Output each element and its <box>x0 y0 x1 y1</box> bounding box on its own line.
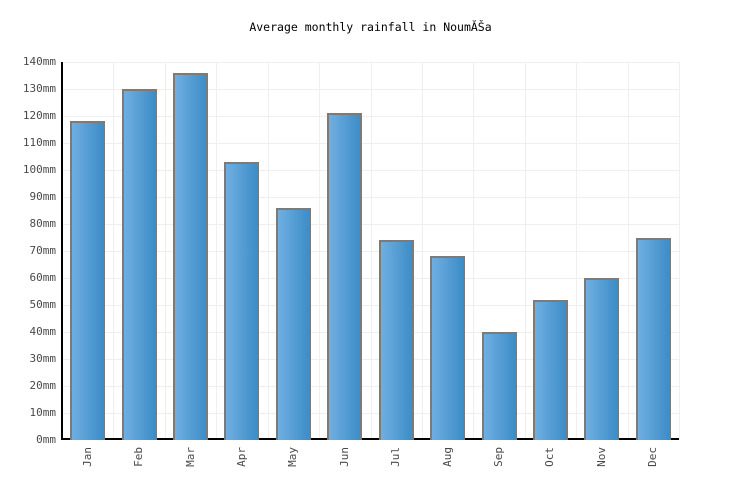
y-axis-tick-label: 70mm <box>29 244 57 257</box>
y-axis-line <box>61 62 63 440</box>
y-axis-tick-label: 100mm <box>22 163 56 176</box>
y-axis-tick-label: 40mm <box>29 325 57 338</box>
y-axis-tick-label: 110mm <box>22 136 56 149</box>
bar-aug[interactable] <box>430 256 466 440</box>
gridline-vertical <box>267 62 269 440</box>
bar-oct[interactable] <box>532 299 568 440</box>
x-axis-line <box>61 438 679 440</box>
x-axis-tick-label: Jan <box>80 447 94 467</box>
x-axis-tick-label: Nov <box>594 447 608 467</box>
y-axis-tick-label: 140mm <box>22 55 56 68</box>
x-axis-tick-label: Jul <box>389 447 403 467</box>
bar-apr[interactable] <box>224 161 260 440</box>
bar-may[interactable] <box>275 207 311 440</box>
y-axis-tick-label: 60mm <box>29 271 57 284</box>
gridline-vertical <box>319 62 321 440</box>
x-axis-tick-label: Apr <box>234 447 248 467</box>
x-axis-tick-label: Jun <box>337 447 351 467</box>
gridline-vertical <box>627 62 629 440</box>
bar-nov[interactable] <box>584 278 620 440</box>
bar-dec[interactable] <box>635 237 671 440</box>
y-axis-tick-label: 120mm <box>22 109 56 122</box>
y-axis-tick-label: 90mm <box>29 190 57 203</box>
gridline-vertical <box>421 62 423 440</box>
bar-sep[interactable] <box>481 332 517 440</box>
bar-mar[interactable] <box>173 72 209 440</box>
x-axis-tick-label: Feb <box>132 447 146 467</box>
gridline-vertical <box>679 62 680 440</box>
y-axis-tick-label: 80mm <box>29 217 57 230</box>
gridline-vertical <box>473 62 475 440</box>
chart-title: Average monthly rainfall in NoumĂŠa <box>249 20 492 34</box>
gridline-vertical <box>576 62 578 440</box>
y-axis-tick-label: 20mm <box>29 379 57 392</box>
bar-jul[interactable] <box>378 240 414 440</box>
x-axis-tick-label: Aug <box>440 447 454 467</box>
x-axis-tick-label: May <box>286 447 300 467</box>
gridline-vertical <box>113 62 115 440</box>
x-axis-tick-label: Oct <box>543 447 557 467</box>
gridline-vertical <box>370 62 372 440</box>
bar-feb[interactable] <box>121 89 157 440</box>
y-axis-tick-label: 50mm <box>29 298 57 311</box>
bar-jan[interactable] <box>70 121 106 440</box>
x-axis-tick-label: Dec <box>646 447 660 467</box>
gridline-vertical <box>164 62 166 440</box>
gridline-vertical <box>216 62 218 440</box>
y-axis-tick-label: 130mm <box>22 82 56 95</box>
y-axis-tick-label: 10mm <box>29 406 57 419</box>
x-axis-tick-label: Sep <box>492 447 506 467</box>
bar-jun[interactable] <box>327 113 363 440</box>
y-axis-tick-label: 0mm <box>36 433 56 446</box>
gridline-vertical <box>524 62 526 440</box>
y-axis-tick-label: 30mm <box>29 352 57 365</box>
x-axis-tick-label: Mar <box>183 447 197 467</box>
